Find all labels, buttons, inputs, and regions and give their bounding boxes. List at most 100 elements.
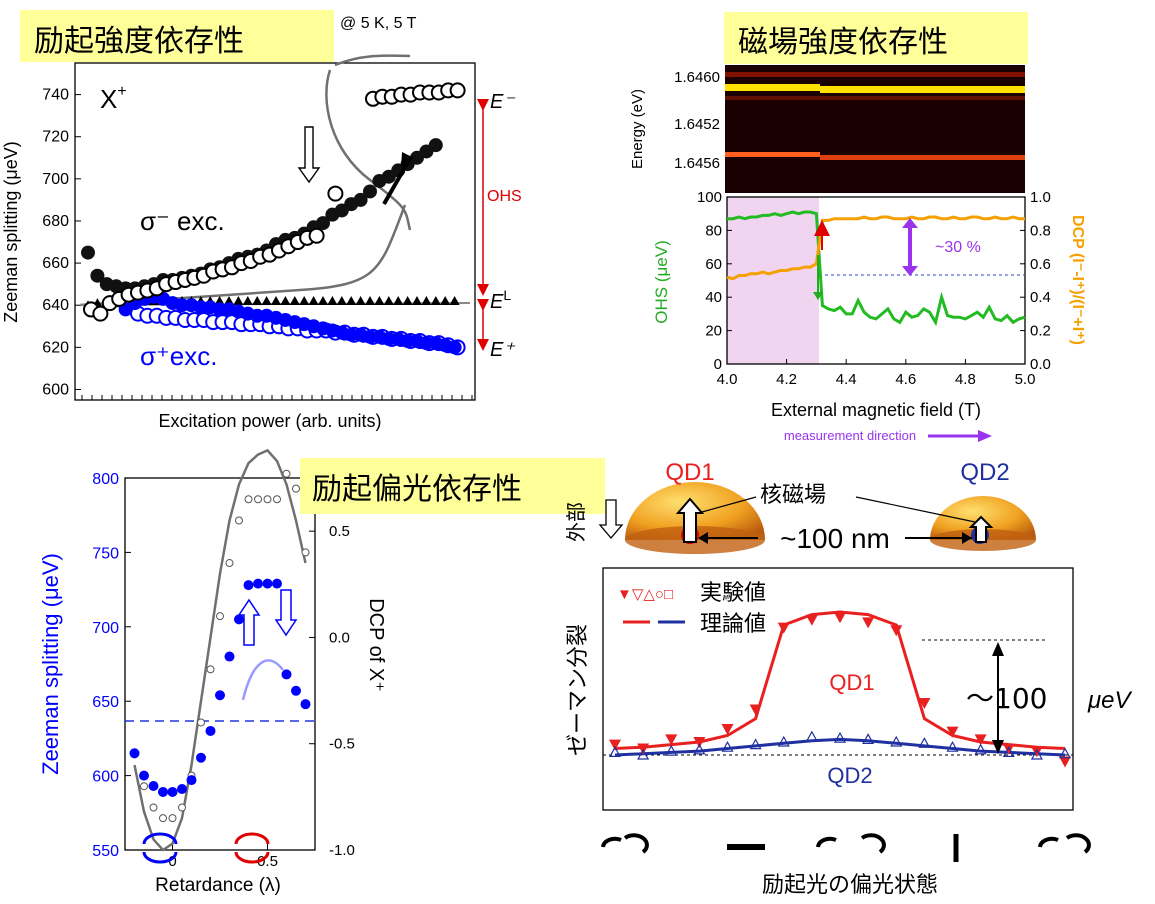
dcp-axis-label: DCP (I⁻-I⁺)/(I⁻+I⁺) <box>1069 215 1086 345</box>
power-y-tick-label: 680 <box>42 213 69 230</box>
spectral-line-glow <box>725 96 1025 100</box>
qd2-nuclear-field-arrow-icon <box>968 515 994 543</box>
direction-arrow-icon <box>978 430 992 442</box>
dcp-open-point <box>282 469 291 478</box>
zeeman-tick-label: 800 <box>92 471 119 488</box>
circ-pol-icon-3b <box>1065 833 1091 854</box>
field-x-label: External magnetic field (T) <box>771 400 981 420</box>
field-x-tick-label: 4.0 <box>717 371 738 388</box>
dcp-open-point <box>197 718 205 727</box>
dcp-open-point <box>149 803 158 812</box>
sigma-minus-open-point <box>308 227 325 244</box>
field-frame <box>726 196 1026 365</box>
zeeman-tick-label: 550 <box>92 843 119 860</box>
ohs-tick-label: 20 <box>705 323 722 340</box>
triangle-point <box>421 296 432 306</box>
field-ticks: 0 20 40 60 80 100 0.0 0.2 0.4 0.6 0.8 1.0 4.0 4.2 4.4 4… <box>697 189 1051 388</box>
polarization-state-icons <box>601 833 1091 862</box>
triangle-point <box>430 296 441 306</box>
ohs-tick-label: 100 <box>697 189 722 206</box>
triangle-point <box>374 296 385 306</box>
power-frame <box>74 62 476 401</box>
power-y-tick-label: 740 <box>42 87 69 104</box>
ohs-drop-arrowhead-icon <box>813 292 823 300</box>
qd2-exp-point <box>665 744 678 756</box>
qd1-exp-point <box>805 614 818 626</box>
dcp-open-point <box>235 516 243 525</box>
power-x-minor-ticks <box>81 395 473 400</box>
dcp-tick-label: 0.0 <box>1030 356 1051 373</box>
power-y-tick-label: 620 <box>42 339 69 356</box>
s-curve-middle <box>325 69 412 231</box>
field-plot-area: 0 20 40 60 80 100 0.0 0.2 0.4 0.6 0.8 1.0 4.0 4.2 4.4 4… <box>697 189 1051 388</box>
zeeman-filled-point <box>243 580 254 591</box>
theory-dcp-curve <box>133 448 307 852</box>
zeeman-tick-label: 700 <box>92 620 119 637</box>
zeeman-filled-point <box>196 752 206 763</box>
polarization-x-label: Retardance (λ) <box>155 875 281 896</box>
polarization-plot-area: 550 600 650 700 750 800 0.5 0.0 -0.5 -1.0 0 0.5 <box>92 448 355 870</box>
dcp-open-point <box>206 665 215 674</box>
qd2-exp-point <box>608 746 622 757</box>
triangle-point <box>289 296 300 306</box>
qd1-exp-point <box>974 734 987 746</box>
schematic-plot-area: ～100 μeV QD1 QD2 ▼▽△○□ 実験値 理論値 <box>602 567 1132 811</box>
dcp-open-point <box>225 559 234 568</box>
zeeman-filled-point <box>224 651 235 662</box>
schematic-panel: QD1 QD2 核磁場 ~100 nm 外部 ～100 μeV QD1 QD2 … <box>564 459 1132 898</box>
zeeman-tick-label: 650 <box>92 694 119 711</box>
qd2-label: QD2 <box>960 459 1009 486</box>
triangle-point <box>327 296 338 306</box>
spectral-line-lower-right <box>820 155 1025 160</box>
blue-circ-arrow-right-icon <box>142 851 178 864</box>
theory-zeeman-curve <box>241 659 284 701</box>
circ-pol-icon-3a <box>1038 836 1059 848</box>
dcp-right-tick-label: -1.0 <box>329 842 355 859</box>
triangle-point <box>449 296 460 306</box>
power-y-ticks: 600 620 640 660 680 700 720 740 <box>42 87 81 398</box>
zeeman-filled-point <box>139 770 149 781</box>
dcp-open-point <box>168 814 177 823</box>
power-y-tick-label: 720 <box>42 129 69 146</box>
field-panel: 磁場強度依存性 Energy (eV) 1.6460 1.6452 1.6456… <box>629 12 1086 443</box>
field-x-tick-label: 4.8 <box>955 371 976 388</box>
dcp-open-point <box>140 782 148 791</box>
power-panel: 励起強度依存性 @ 5 K, 5 T 600 620 640 660 680 700 720… <box>1 10 522 431</box>
qd1-exp-point <box>721 724 734 735</box>
triangle-point <box>440 296 451 306</box>
condition-label: @ 5 K, 5 T <box>340 15 417 32</box>
field-x-tick-label: 5.0 <box>1015 371 1036 388</box>
qd1-exp-point <box>749 704 762 716</box>
qd1-exp-point <box>665 734 678 746</box>
zeeman-filled-point <box>215 690 225 701</box>
ohs-line <box>727 210 1026 327</box>
power-x-label: Excitation power (arb. units) <box>158 411 381 431</box>
gap-unit-label: μeV <box>1087 687 1132 714</box>
dcp-line <box>726 215 1025 281</box>
up-trend-arrowhead-icon <box>401 152 414 168</box>
qd2-exp-point <box>918 737 931 748</box>
dcp-tick-label: 0.8 <box>1030 222 1051 239</box>
polarization-heading-box <box>300 458 605 514</box>
percent-arrow-bottom-icon <box>902 266 918 276</box>
retardance-tick-label: 0.5 <box>257 853 278 870</box>
nuclear-field-label: 核磁場 <box>760 483 826 508</box>
sigma-minus-filled-point <box>90 268 105 283</box>
triangle-point <box>393 296 404 306</box>
qd1-exp-point <box>890 625 903 637</box>
qd1-exp-point <box>609 739 621 751</box>
qd1-exp-point <box>693 737 706 748</box>
power-y-tick-label: 660 <box>42 255 69 272</box>
spectral-map: Energy (eV) 1.6460 1.6452 1.6456 <box>629 65 1025 193</box>
energy-tick-1: 1.6460 <box>674 69 720 86</box>
qd1-exp-point <box>1002 743 1015 755</box>
dcp-open-point <box>263 495 272 504</box>
triangle-point <box>336 296 347 306</box>
sigma-plus-label: σ⁺exc. <box>140 341 217 371</box>
zeeman-filled-point <box>300 699 311 710</box>
polarization-ticks: 550 600 650 700 750 800 0.5 0.0 -0.5 -1.0 0 0.5 <box>92 471 355 870</box>
sigma-minus-open-point <box>92 305 109 322</box>
qd2-exp-point <box>946 740 959 752</box>
sigma-minus-filled-point <box>353 192 368 207</box>
qd2-exp-point <box>693 743 706 755</box>
